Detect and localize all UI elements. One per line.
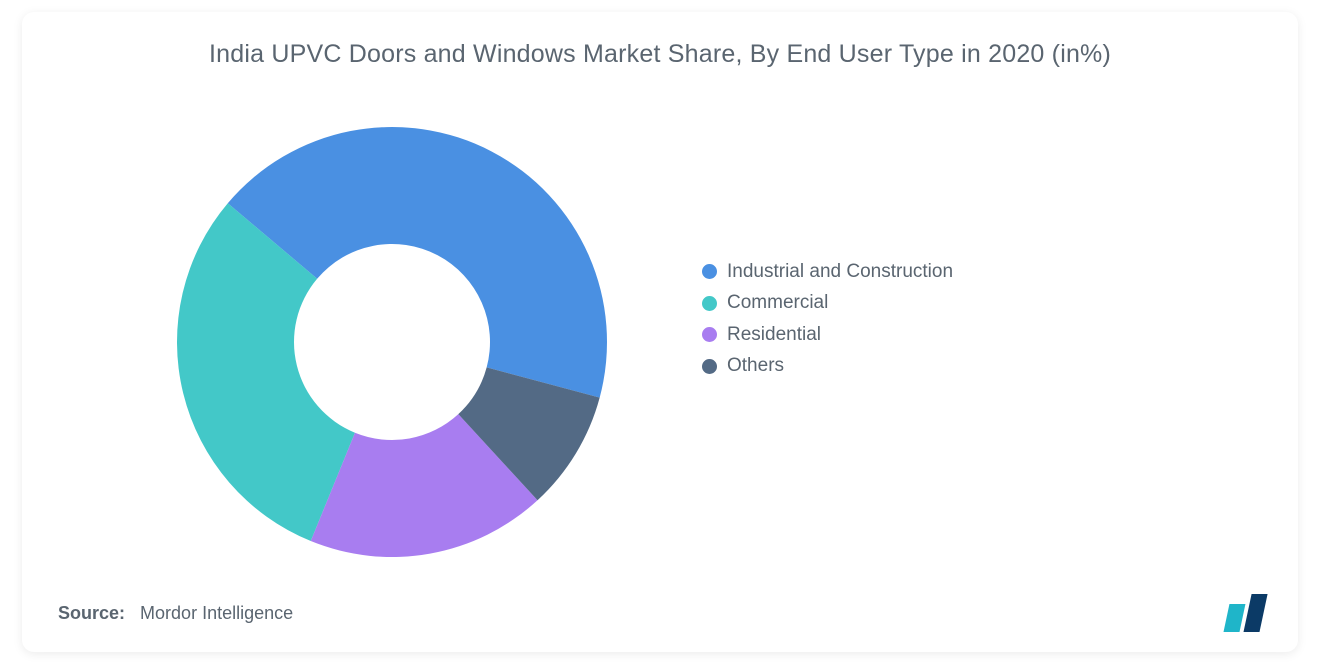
donut-hole bbox=[295, 245, 490, 440]
legend-label: Commercial bbox=[727, 288, 828, 317]
source-text: Mordor Intelligence bbox=[140, 603, 293, 623]
legend-swatch bbox=[702, 327, 717, 342]
legend-label: Industrial and Construction bbox=[727, 257, 953, 286]
source-label: Source: bbox=[58, 603, 125, 623]
chart-title: India UPVC Doors and Windows Market Shar… bbox=[22, 40, 1298, 69]
legend-item: Commercial bbox=[702, 288, 953, 317]
chart-card: India UPVC Doors and Windows Market Shar… bbox=[22, 12, 1298, 652]
legend-swatch bbox=[702, 264, 717, 279]
legend-item: Industrial and Construction bbox=[702, 257, 953, 286]
legend-label: Residential bbox=[727, 320, 821, 349]
legend-item: Residential bbox=[702, 320, 953, 349]
legend-item: Others bbox=[702, 351, 953, 380]
legend-swatch bbox=[702, 296, 717, 311]
brand-logo bbox=[1218, 592, 1274, 632]
legend-label: Others bbox=[727, 351, 784, 380]
legend-swatch bbox=[702, 359, 717, 374]
legend: Industrial and ConstructionCommercial Res… bbox=[702, 257, 953, 383]
donut-chart bbox=[162, 112, 622, 572]
source-line: Source: Mordor Intelligence bbox=[58, 603, 293, 624]
